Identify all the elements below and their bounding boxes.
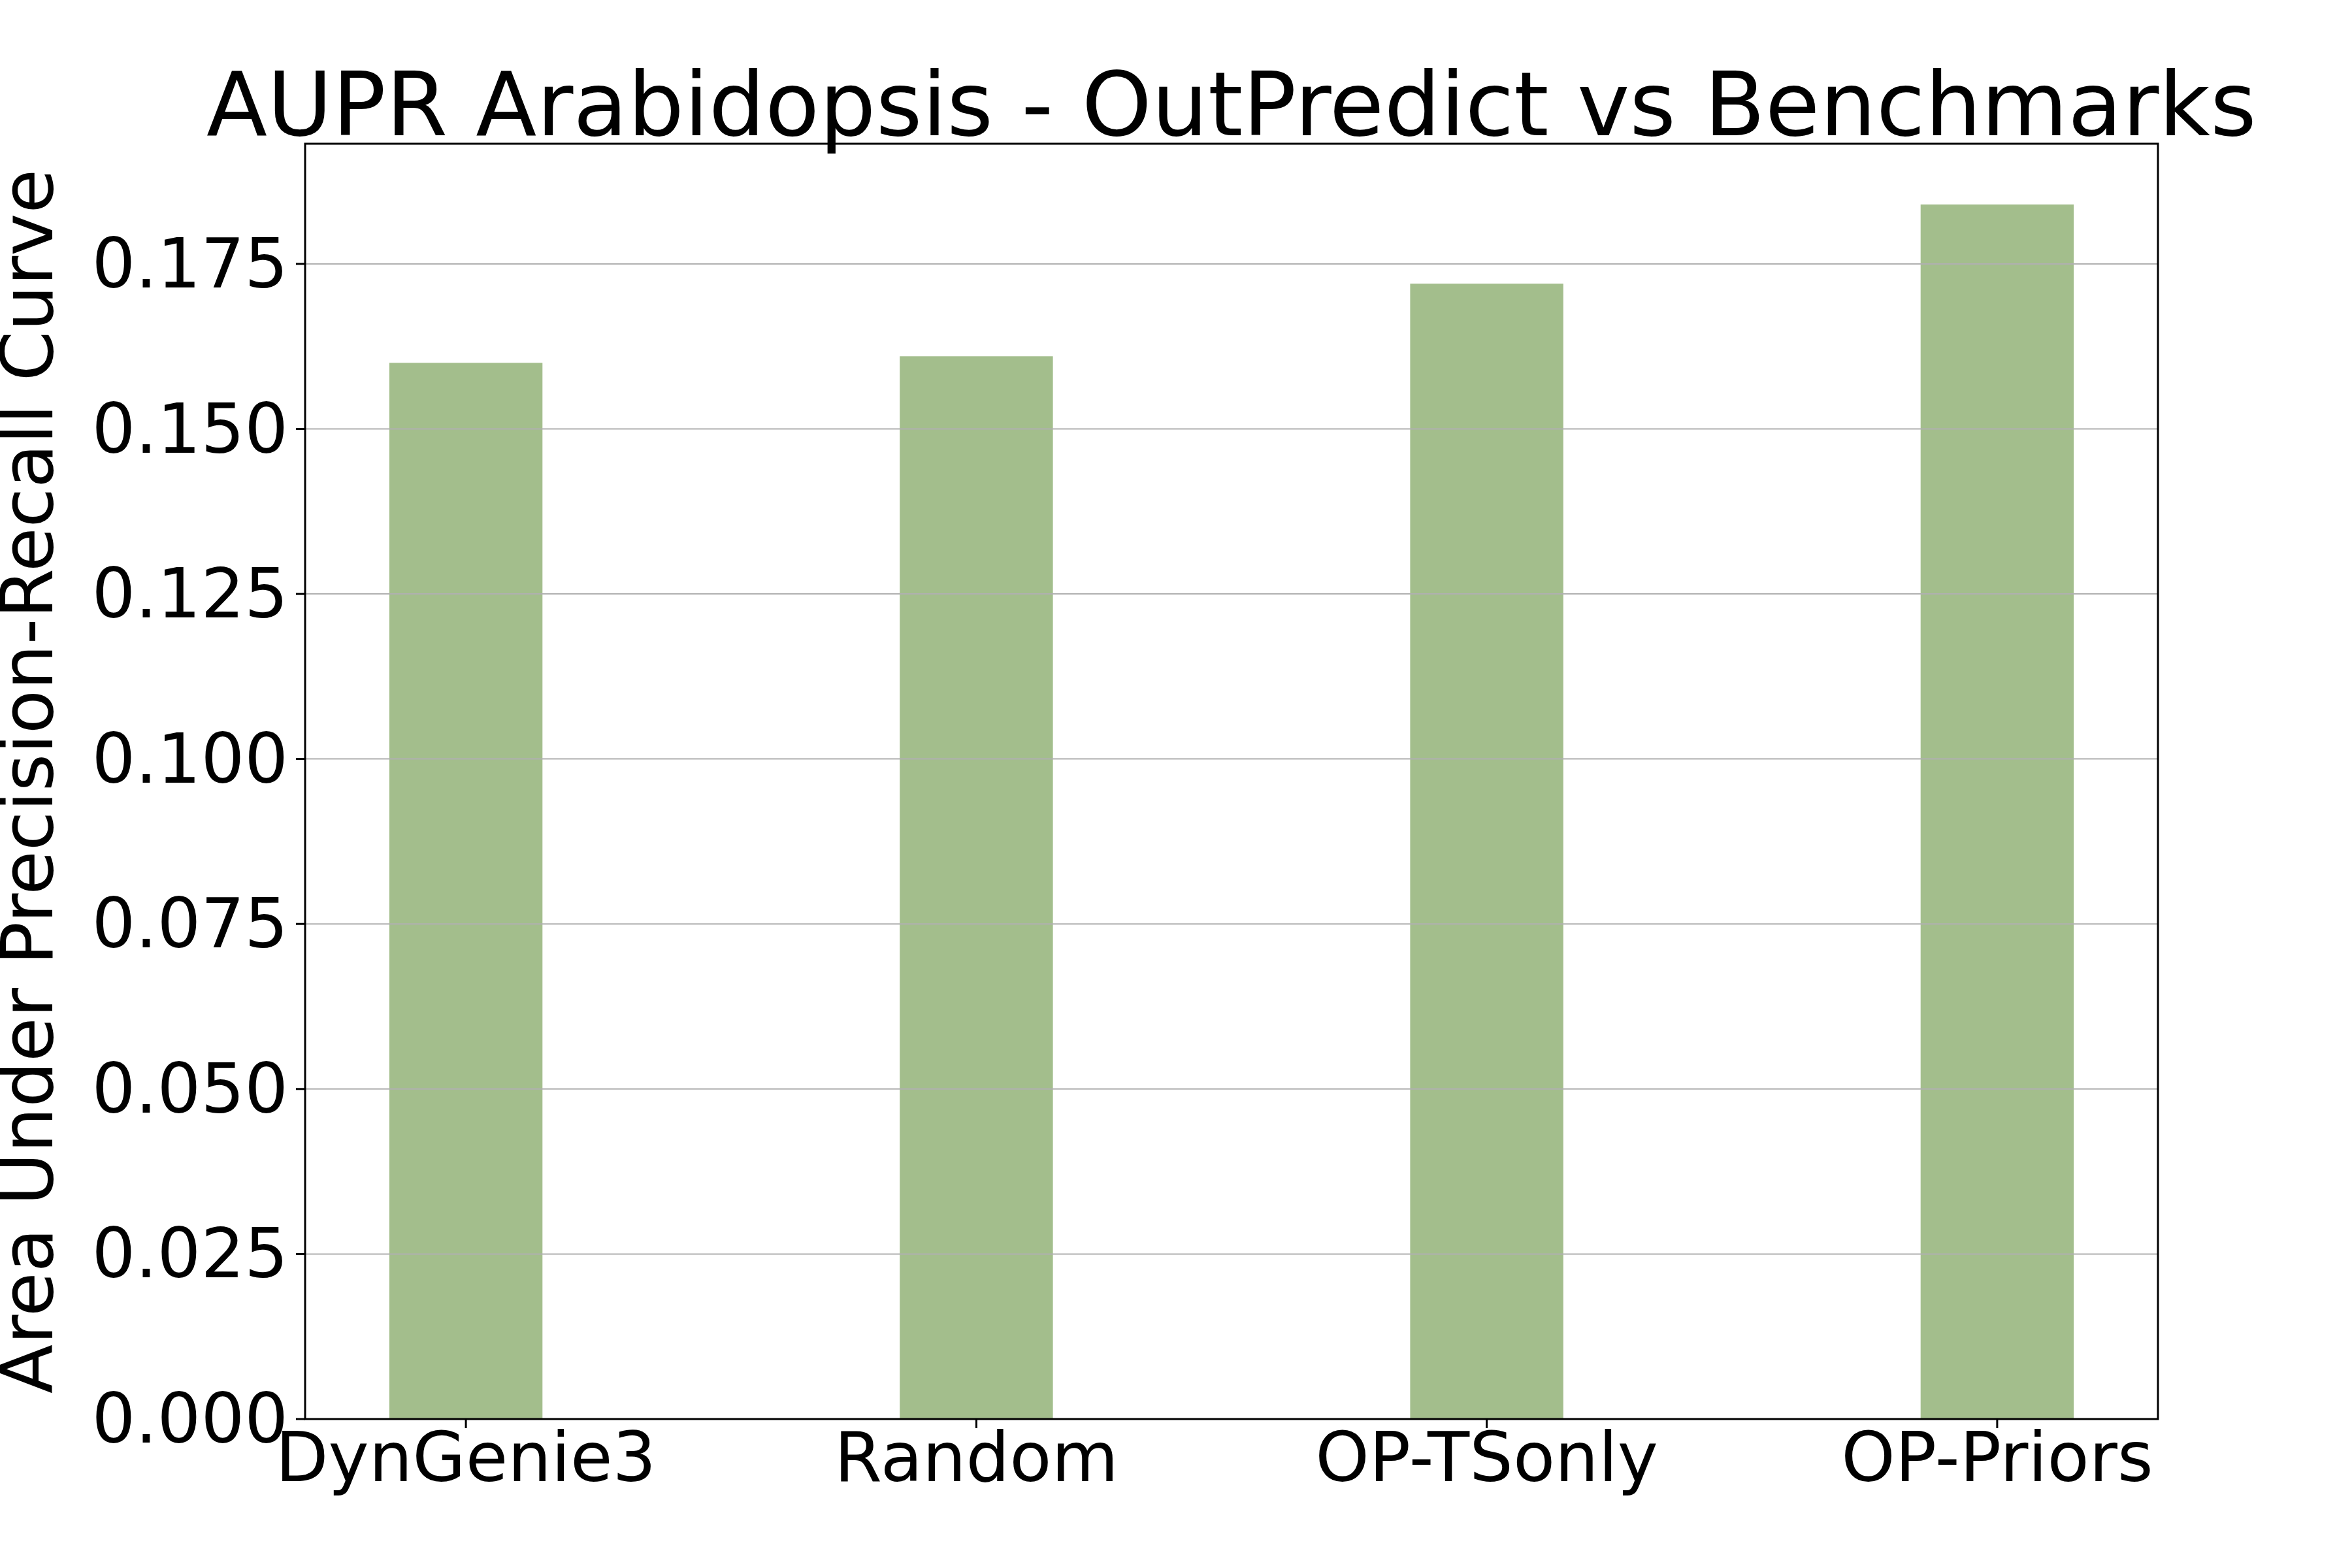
y-tick-label: 0.025 bbox=[91, 1214, 288, 1294]
y-axis-label: Area Under Precision-Recall Curve bbox=[0, 169, 69, 1394]
y-tick-label: 0.075 bbox=[91, 884, 288, 964]
y-tick-label: 0.125 bbox=[91, 554, 288, 634]
grid-layer bbox=[305, 264, 2158, 1254]
x-tick-label-random: Random bbox=[834, 1418, 1119, 1497]
x-tick-label-op-tsonly: OP-TSonly bbox=[1315, 1418, 1658, 1497]
bar-dyngenie3 bbox=[389, 363, 542, 1419]
x-tick-label-op-priors: OP-Priors bbox=[1841, 1418, 2153, 1497]
bar-random bbox=[900, 356, 1053, 1419]
y-tick-label: 0.000 bbox=[91, 1379, 288, 1459]
bar-op-priors bbox=[1921, 204, 2074, 1419]
axes-frame bbox=[305, 144, 2158, 1419]
y-tick-label: 0.150 bbox=[91, 389, 288, 469]
bar-op-tsonly bbox=[1410, 284, 1563, 1419]
y-tick-label: 0.175 bbox=[91, 224, 288, 304]
chart-title: AUPR Arabidopsis - OutPredict vs Benchma… bbox=[206, 53, 2257, 156]
bar-chart: 0.000 0.025 0.050 0.075 0.100 0.125 0.150 0.175… bbox=[0, 0, 2352, 1568]
y-tick-label: 0.100 bbox=[91, 719, 288, 799]
x-tick-label-dyngenie3: DynGenie3 bbox=[276, 1418, 657, 1497]
bars-layer bbox=[389, 204, 2074, 1419]
figure: 0.000 0.025 0.050 0.075 0.100 0.125 0.150 0.175… bbox=[0, 0, 2352, 1568]
y-tick-label: 0.050 bbox=[91, 1049, 288, 1129]
